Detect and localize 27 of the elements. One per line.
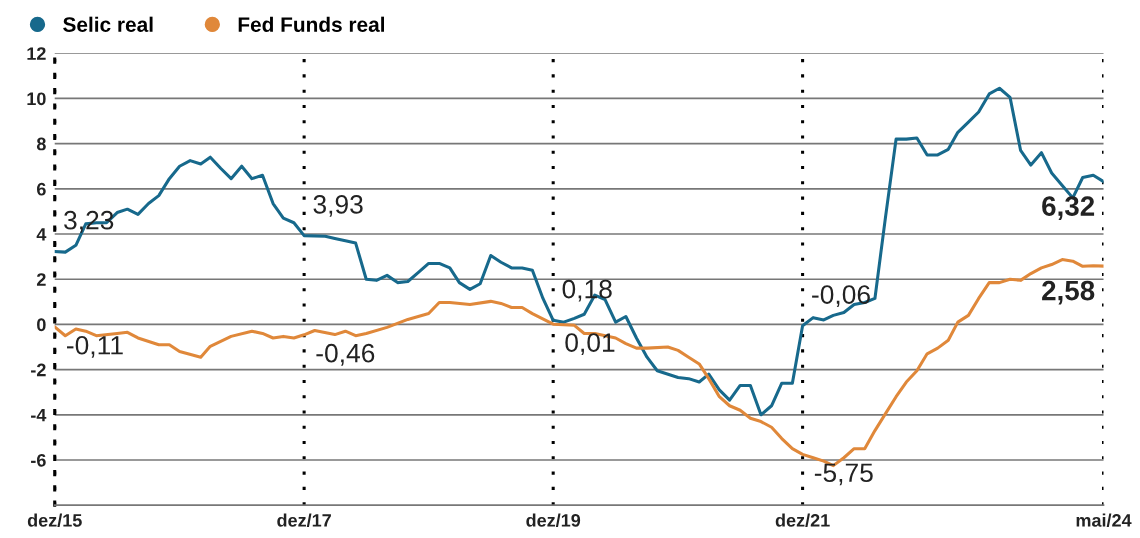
annotation: 2,58 xyxy=(1042,280,1095,305)
annotation: 3,93 xyxy=(313,195,363,217)
x-tick-label: mai/24 xyxy=(1076,513,1132,527)
legend-label: Selic real xyxy=(63,16,153,32)
y-tick-label: 0 xyxy=(37,318,46,332)
annotation: -0,46 xyxy=(316,343,375,366)
annotation: 0,01 xyxy=(565,333,615,356)
x-tick-label: dez/15 xyxy=(27,513,82,527)
y-tick-label: 2 xyxy=(36,273,46,286)
legend-label: Fed Funds real xyxy=(238,16,385,32)
y-tick-label: 4 xyxy=(36,228,47,241)
y-tick-label: 6 xyxy=(37,182,46,196)
y-tick-label: 12 xyxy=(27,47,46,60)
annotation: 0,18 xyxy=(562,279,612,302)
y-tick-label: -4 xyxy=(31,408,47,422)
y-tick-label: 8 xyxy=(36,137,46,151)
annotation: -0,11 xyxy=(67,335,123,358)
y-tick-label: -2 xyxy=(31,363,46,377)
x-tick-label: dez/19 xyxy=(526,513,581,527)
y-tick-label: 10 xyxy=(27,92,46,106)
x-tick-label: dez/17 xyxy=(277,513,331,527)
annotation: -5,75 xyxy=(814,463,873,486)
annotation: -0,06 xyxy=(812,285,870,307)
x-tick-label: dez/21 xyxy=(775,513,830,527)
line-series xyxy=(54,86,1104,417)
y-tick-label: -6 xyxy=(31,453,46,467)
annotation: 6,32 xyxy=(1042,196,1095,220)
